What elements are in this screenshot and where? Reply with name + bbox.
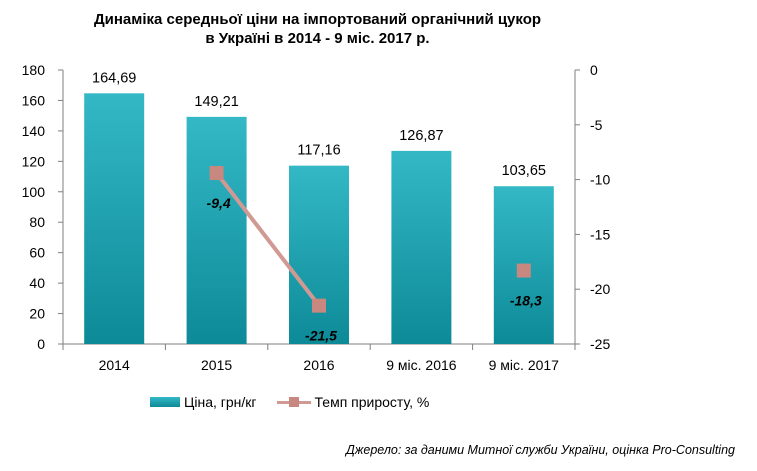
growth-line [209,166,531,313]
x-axis-tick-label: 9 міс. 2016 [386,357,457,373]
growth-point [516,263,531,278]
left-axis-tick-label: 20 [29,306,45,322]
left-axis-tick-label: 180 [22,62,46,78]
axes: 0 20 40 60 80 100 120 140 160 180 0 -5 -10 -15 -20 -25 [22,62,611,352]
growth-point [209,166,224,181]
bar-value-label: 149,21 [194,94,238,110]
growth-point [312,298,326,313]
legend-label-price: Ціна, грн/кг [184,394,257,410]
left-axis-tick-label: 0 [37,336,45,352]
legend-item-growth: Темп приросту, % [276,394,430,410]
legend-swatch-bar [150,397,180,407]
data-labels: 164,69 2014 149,21 2015 117,16 2016 126,87 9 мі… [92,70,559,373]
right-axis-tick-label: -20 [590,281,610,297]
legend-label-growth: Темп приросту, % [314,394,430,410]
bar-value-label: 164,69 [92,70,136,86]
legend-item-price: Ціна, грн/кг [150,394,257,410]
bar-value-label: 117,16 [297,143,340,159]
right-axis-tick-label: -25 [590,336,610,352]
growth-value-label: -9,4 [207,195,231,211]
left-axis-tick-label: 140 [22,123,46,139]
right-axis-tick-label: -10 [590,172,610,188]
left-axis-tick-label: 160 [22,92,46,108]
right-axis-tick-label: -15 [590,226,610,242]
source-note: Джерело: за даними Митної служби України… [345,443,735,457]
right-axis-tick-label: 0 [590,62,598,78]
legend: Ціна, грн/кг Темп приросту, % [150,390,449,414]
x-axis-tick-label: 2016 [303,357,334,373]
legend-swatch-line [276,395,311,409]
bar [289,165,349,344]
bar-value-label: 126,87 [399,128,443,144]
bar [84,93,145,344]
growth-line-segment [215,171,321,307]
x-axis-tick-label: 2014 [99,357,130,373]
right-axis-tick-label: -5 [590,117,603,133]
chart-title: Динаміка середньої ціни на імпортований … [0,10,635,48]
bar-value-label: 103,65 [502,163,546,179]
left-axis-tick-label: 80 [29,214,45,230]
left-axis-tick-label: 60 [29,245,45,261]
left-axis-tick-label: 120 [22,153,46,169]
left-axis-tick-label: 100 [22,184,46,200]
bar [186,116,247,344]
x-axis-tick-label: 9 міс. 2017 [489,357,560,373]
x-axis-tick-label: 2015 [201,357,232,373]
growth-value-label: -18,3 [510,293,542,309]
left-axis-tick-label: 40 [29,275,45,291]
chart-title-line-1: Динаміка середньої ціни на імпортований … [93,11,542,28]
bars [84,93,554,344]
growth-value-label: -21,5 [305,328,337,344]
bar [391,150,452,344]
chart-title-line-2: в Україні в 2014 - 9 міс. 2017 р. [205,30,430,47]
